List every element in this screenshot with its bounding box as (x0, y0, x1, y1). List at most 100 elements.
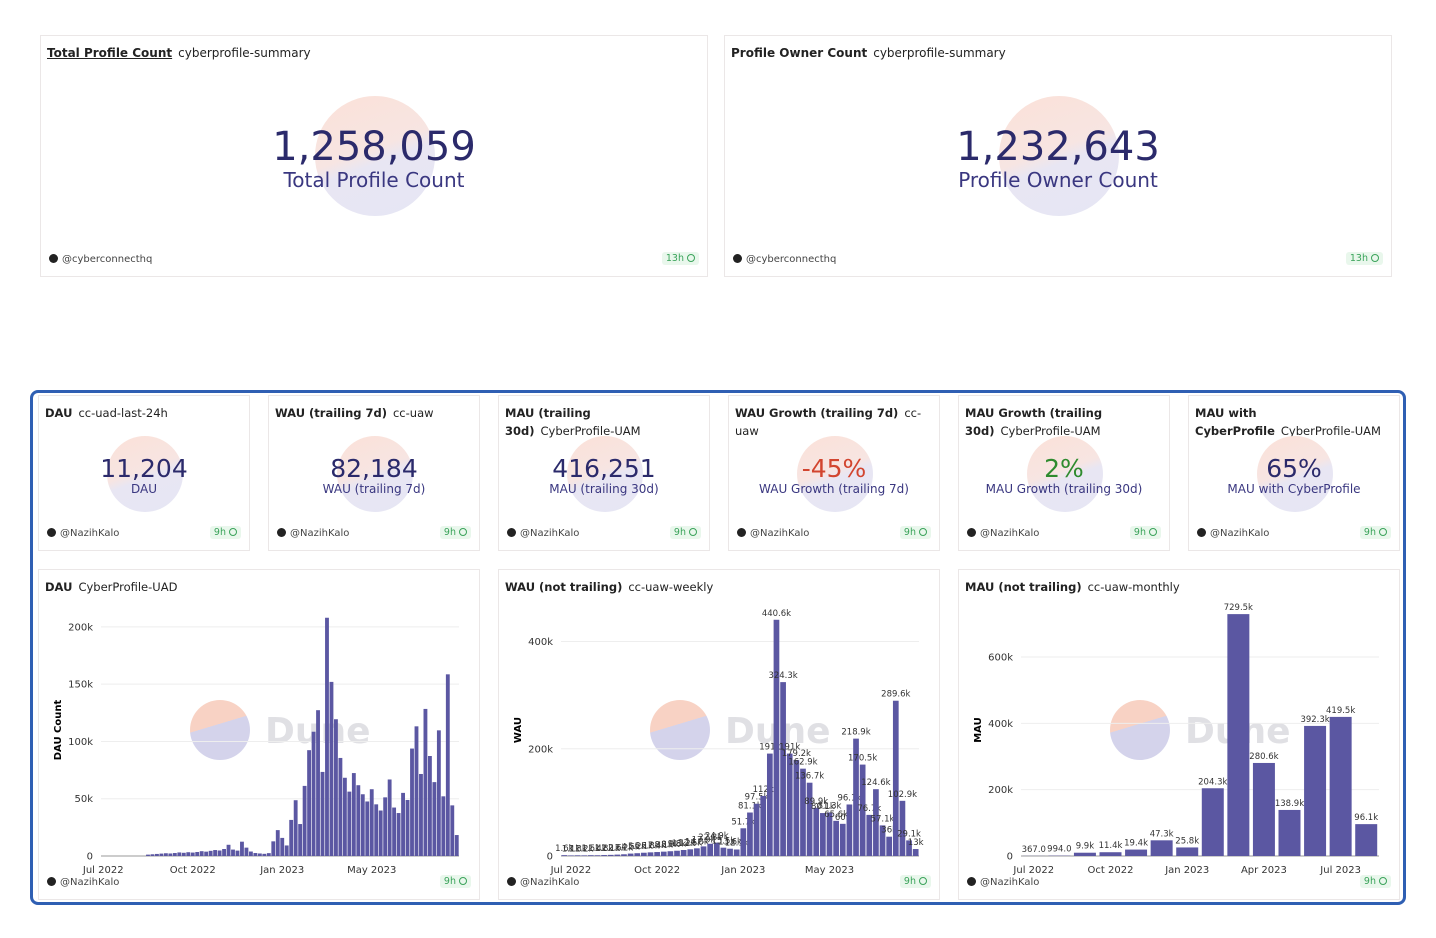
y-tick-label: 100k (68, 737, 93, 748)
data-label: 1.4k (588, 844, 607, 854)
bar (660, 851, 667, 856)
bar (906, 840, 912, 856)
avatar (967, 528, 976, 537)
counter-widget: Total Profile Count cyberprofile-summary 1… (40, 35, 708, 277)
bar (450, 805, 455, 856)
data-label: 13.6k (718, 838, 742, 848)
widget-footer: @NazihKalo 9h (967, 526, 1161, 542)
bar (405, 799, 410, 856)
data-label: 51.7k (731, 817, 755, 827)
counter-value: 65% (1266, 454, 1322, 483)
decor-circle (1027, 436, 1103, 512)
widget-header: MAU (trailing 30d) CyberProfile-UAM (505, 404, 703, 440)
bar (594, 855, 601, 856)
data-label: 1.6k (555, 844, 574, 854)
data-label: 1.8k (595, 844, 614, 854)
data-label: 11.4k (1099, 841, 1123, 851)
bar (1201, 788, 1224, 856)
widget-footer: @cyberconnecthq 13h (733, 252, 1383, 268)
bar (217, 850, 222, 856)
data-label: 729.5k (1224, 603, 1253, 613)
avatar (47, 877, 56, 886)
x-tick-label: Apr 2023 (1241, 865, 1287, 876)
bar (1278, 809, 1301, 856)
bar (826, 812, 833, 856)
bar (1304, 725, 1327, 856)
widget-header: WAU Growth (trailing 7d) cc-uaw (735, 404, 933, 440)
widget-footer: @NazihKalo 9h (47, 526, 241, 542)
age-badge: 9h (209, 526, 241, 539)
widget-title: DAU (45, 580, 73, 594)
data-label: 17.9k (692, 835, 716, 845)
author: @NazihKalo (520, 528, 580, 539)
bar (159, 853, 164, 856)
age-badge: 9h (1359, 875, 1391, 888)
data-label: 191k (779, 743, 800, 753)
x-tick-label: May 2023 (347, 865, 396, 876)
bar (231, 849, 235, 856)
widget-header: Total Profile Count cyberprofile-summary (47, 44, 701, 62)
bar (181, 852, 186, 856)
bar (432, 782, 437, 856)
counter-widget: Profile Owner Count cyberprofile-summary 1… (724, 35, 1392, 277)
data-label: 994.0 (1047, 845, 1071, 855)
x-tick-label: Oct 2022 (634, 865, 680, 876)
counter-widget: MAU with CyberProfile CyberProfile-UAM 65%… (1188, 395, 1400, 551)
bar (275, 830, 280, 856)
bar (747, 812, 753, 856)
widget-header: DAU CyberProfile-UAD (45, 578, 473, 596)
data-label: 14.3k (685, 837, 709, 847)
bar (614, 854, 621, 856)
data-label: 36k (881, 826, 897, 836)
bar (396, 813, 401, 856)
widget-title: MAU Growth (trailing 30d) (965, 406, 1103, 438)
bar (773, 619, 780, 856)
bar (713, 842, 720, 856)
bar (601, 855, 607, 856)
author: @cyberconnecthq (746, 254, 837, 265)
data-label: 97.5k (745, 793, 769, 803)
counter-label: DAU (130, 482, 158, 496)
data-label: 11.2k (672, 839, 696, 849)
decor-circle (567, 436, 643, 512)
bar (177, 852, 182, 856)
bar (235, 850, 240, 856)
bar (199, 851, 204, 856)
y-tick-label: 200k (68, 622, 93, 633)
counter-label: WAU (trailing 7d) (322, 482, 426, 496)
data-label: 2.1k (601, 844, 620, 854)
data-label: 9.9k (1076, 842, 1095, 852)
data-label: 96.1k (1354, 813, 1378, 823)
bar (356, 785, 361, 856)
data-label: 5.2k (628, 842, 647, 852)
bar (195, 851, 200, 856)
data-label: 8.9k (661, 840, 680, 850)
data-label: 218.9k (841, 728, 870, 738)
decor-circle (797, 436, 873, 512)
bar (621, 854, 627, 856)
author: @NazihKalo (60, 877, 120, 888)
data-label: 191k (759, 743, 780, 753)
bar (172, 853, 177, 856)
bar (293, 800, 298, 856)
decor-circle (1257, 436, 1333, 512)
bar (163, 853, 168, 856)
counter-label: Profile Owner Count (958, 168, 1158, 192)
bar (833, 820, 839, 856)
bar (1329, 716, 1352, 856)
author: @NazihKalo (980, 877, 1040, 888)
author: @NazihKalo (290, 528, 350, 539)
bar (1252, 762, 1275, 856)
data-label: 112k (753, 785, 774, 795)
y-tick-label: 50k (74, 794, 93, 805)
widget-title: Profile Owner Count (731, 46, 868, 60)
bar (561, 855, 568, 856)
counter-label: MAU with CyberProfile (1227, 482, 1361, 496)
bar (208, 850, 213, 856)
bar (226, 844, 231, 856)
data-label: 280.6k (1249, 752, 1278, 762)
bar (146, 854, 150, 856)
data-label: 19.4k (1124, 839, 1148, 849)
author: @NazihKalo (520, 877, 580, 888)
